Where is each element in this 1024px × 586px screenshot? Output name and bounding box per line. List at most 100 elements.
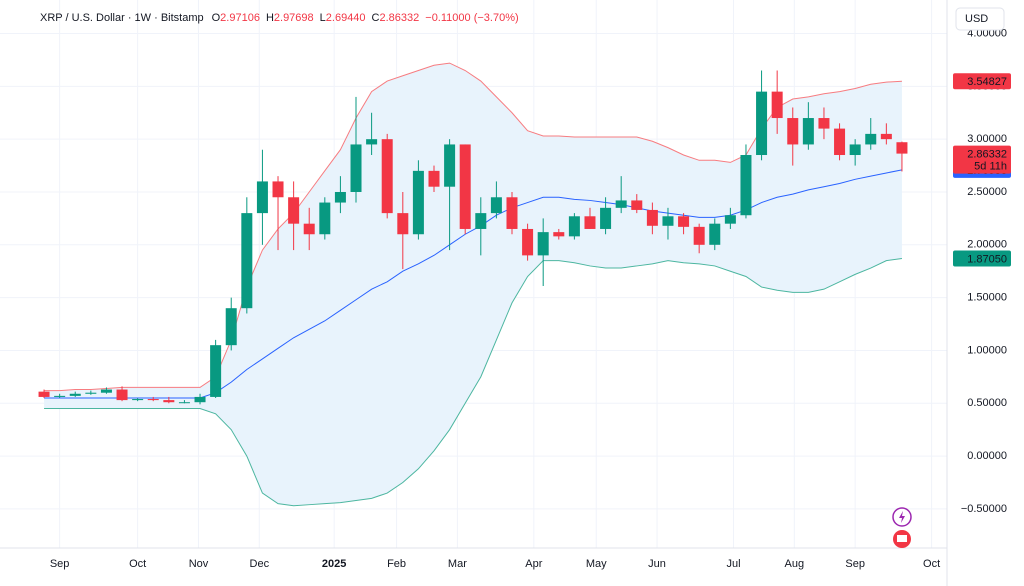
y-tick-label: 2.00000 — [967, 239, 1007, 251]
candle-body — [366, 139, 378, 145]
candle-body — [334, 191, 346, 203]
x-tick-label: Nov — [189, 558, 209, 570]
candle-body — [506, 197, 518, 229]
y-tick-label: 2.50000 — [967, 186, 1007, 198]
x-tick-label: Oct — [129, 558, 146, 570]
x-tick-label: Dec — [250, 558, 270, 570]
candle-body — [85, 392, 97, 394]
candle-body — [756, 91, 768, 156]
candle-body — [100, 389, 112, 393]
x-tick-label: 2025 — [322, 558, 346, 570]
ohlc-key: H — [266, 12, 274, 24]
candle-body — [584, 216, 596, 229]
ohlc-key: C — [372, 12, 380, 24]
candle-body — [397, 213, 409, 235]
x-tick-label: Apr — [525, 558, 542, 570]
candle-body — [194, 396, 206, 403]
icon-event-glyph — [897, 535, 907, 542]
candle-body — [178, 402, 190, 404]
candle-body — [475, 213, 487, 229]
candle-body — [147, 399, 159, 401]
candle-body — [428, 170, 440, 187]
price-label-box — [953, 73, 1011, 90]
candle-body — [381, 139, 393, 214]
x-tick-label: May — [586, 558, 607, 570]
candle-body — [459, 144, 471, 229]
x-tick-label: Sep — [845, 558, 865, 570]
header: XRP / U.S. Dollar · 1W · Bitstamp O2.9710… — [40, 12, 519, 24]
candle-body — [662, 216, 674, 226]
candle-body — [880, 133, 892, 140]
ohlc-key: O — [212, 12, 221, 24]
candle-body — [896, 142, 908, 154]
y-tick-label: 1.00000 — [967, 344, 1007, 356]
x-tick-label: Mar — [448, 558, 467, 570]
y-tick-label: 0.00000 — [967, 450, 1007, 462]
candle-body — [740, 155, 752, 216]
icons — [892, 507, 912, 548]
candle-body — [600, 207, 612, 229]
candle-body — [288, 197, 300, 224]
candle-body — [522, 228, 534, 256]
candle-body — [553, 232, 565, 237]
candle-body — [69, 393, 81, 396]
candle-body — [646, 209, 658, 226]
candle-body — [818, 118, 830, 129]
ohlc-value: 2.69440 — [326, 12, 366, 24]
candle-body — [537, 232, 549, 256]
candle-body — [849, 144, 861, 156]
candle-body — [241, 213, 253, 309]
candle-body — [693, 226, 705, 245]
candle-body — [678, 216, 690, 227]
candle-body — [568, 216, 580, 237]
x-tick-label: Aug — [785, 558, 805, 570]
currency[interactable]: USD — [965, 13, 988, 25]
band-basis — [44, 169, 903, 399]
ohlc-value: 2.97106 — [220, 12, 260, 24]
symbol: XRP / U.S. Dollar · 1W · Bitstamp — [40, 12, 204, 24]
candle-body — [709, 223, 721, 245]
candle-body — [787, 118, 799, 145]
candles — [38, 70, 908, 405]
price-label: 1.87050 — [967, 253, 1007, 265]
y-tick-label: 0.50000 — [967, 397, 1007, 409]
candle-body — [319, 202, 331, 235]
candle-body — [444, 144, 456, 187]
x-tick-label: Feb — [387, 558, 406, 570]
price-label: 2.86332 — [967, 149, 1007, 161]
x-tick-label: Jun — [648, 558, 666, 570]
candle-body — [303, 223, 315, 235]
ohlc-key: L — [320, 12, 326, 24]
currency-button[interactable] — [955, 7, 1005, 31]
y-tick-label: 1.50000 — [967, 292, 1007, 304]
band-lower — [44, 257, 903, 507]
candle-body — [163, 400, 175, 403]
countdown: 5d 11h — [974, 161, 1007, 173]
x-tick-label: Jul — [726, 558, 740, 570]
candle-body — [210, 345, 222, 397]
ohlc-value: 2.97698 — [274, 12, 314, 24]
candle-body — [771, 91, 783, 119]
candle-body — [490, 197, 502, 214]
candle-body — [834, 128, 846, 156]
candle-body — [615, 200, 627, 208]
x-tick-label: Sep — [50, 558, 70, 570]
candle-body — [412, 170, 424, 235]
candle-body — [724, 215, 736, 224]
candle-body — [350, 144, 362, 192]
y-tick-label: 3.00000 — [967, 133, 1007, 145]
candle-body — [116, 389, 128, 401]
x-tick-label: Oct — [923, 558, 940, 570]
icon-lightning-glyph — [899, 511, 905, 523]
candle-body — [802, 118, 814, 145]
candle-body — [225, 308, 237, 346]
ohlc-value: 2.86332 — [380, 12, 420, 24]
change: −0.11000 (−3.70%) — [425, 12, 518, 24]
candle-body — [38, 391, 50, 397]
price-label: 3.54827 — [967, 76, 1007, 88]
candle-body — [631, 200, 643, 210]
band-fill — [44, 63, 902, 506]
price-label-box — [953, 250, 1011, 267]
candle-body — [865, 133, 877, 145]
